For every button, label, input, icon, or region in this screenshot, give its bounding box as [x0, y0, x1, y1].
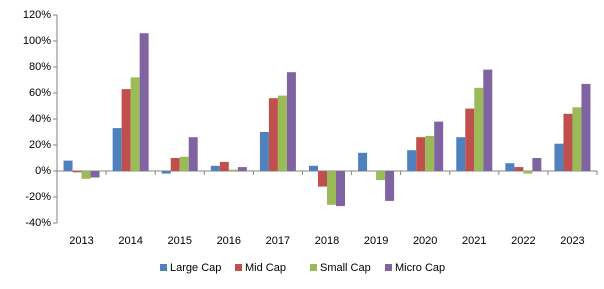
- legend-swatch: [385, 264, 392, 271]
- legend-label: Micro Cap: [395, 262, 445, 274]
- legend-label: Small Cap: [320, 262, 371, 274]
- legend-label: Mid Cap: [245, 262, 286, 274]
- x-tick-label: 2015: [167, 235, 191, 247]
- y-tick-label: 40%: [29, 113, 51, 125]
- bar: [130, 77, 140, 171]
- bar: [465, 108, 475, 171]
- bar: [170, 158, 180, 171]
- y-tick-label: 0%: [35, 165, 51, 177]
- x-tick-label: 2019: [364, 235, 388, 247]
- bar: [72, 171, 82, 173]
- x-tick-label: 2021: [462, 235, 486, 247]
- x-tick-label: 2016: [217, 235, 241, 247]
- x-tick-label: 2023: [560, 235, 584, 247]
- bar: [161, 171, 171, 174]
- bar: [179, 156, 189, 171]
- x-tick-label: 2020: [413, 235, 437, 247]
- bar: [416, 137, 426, 171]
- bar: [532, 158, 542, 171]
- bar: [483, 69, 493, 171]
- bar: [563, 113, 573, 171]
- y-tick-label: 60%: [29, 87, 51, 99]
- bar: [259, 132, 269, 171]
- y-tick-label: 20%: [29, 139, 51, 151]
- x-tick-label: 2017: [266, 235, 290, 247]
- y-tick-label: -20%: [25, 191, 51, 203]
- bar: [139, 33, 149, 172]
- bar: [90, 171, 100, 178]
- y-tick-label: -40%: [25, 217, 51, 229]
- bar: [385, 171, 395, 201]
- bar: [112, 128, 122, 171]
- x-tick-label: 2018: [315, 235, 339, 247]
- bar: [336, 171, 345, 207]
- legend-swatch: [310, 264, 317, 271]
- y-tick-label: 120%: [23, 9, 51, 21]
- y-tick-label: 100%: [23, 35, 51, 47]
- bar: [523, 171, 533, 174]
- bar: [505, 163, 515, 171]
- legend-label: Large Cap: [170, 262, 221, 274]
- x-tick-label: 2022: [511, 235, 535, 247]
- bar: [63, 160, 73, 171]
- bar: [188, 137, 198, 171]
- bar: [309, 165, 318, 171]
- legend-swatch: [160, 264, 167, 271]
- bar: [407, 150, 417, 171]
- bar: [581, 83, 591, 171]
- bar: [327, 171, 336, 205]
- bar: [286, 72, 296, 171]
- bar: [121, 89, 131, 171]
- bar: [425, 135, 435, 171]
- bar: [456, 137, 466, 171]
- bar: [219, 161, 229, 171]
- bar: [268, 98, 278, 171]
- bar: [474, 87, 484, 171]
- bar: [554, 143, 564, 171]
- bar: [81, 171, 91, 179]
- bar: [277, 95, 287, 171]
- bar: [376, 171, 386, 181]
- y-tick-label: 80%: [29, 61, 51, 73]
- x-tick-label: 2013: [69, 235, 93, 247]
- bar: [358, 152, 368, 171]
- legend-swatch: [235, 264, 242, 271]
- bar: [572, 107, 582, 171]
- bar: [318, 171, 327, 187]
- x-tick-label: 2014: [118, 235, 142, 247]
- bar: [237, 167, 247, 171]
- bar: [228, 169, 238, 171]
- bar: [210, 165, 220, 171]
- bar: [514, 167, 524, 171]
- bar: [434, 121, 444, 171]
